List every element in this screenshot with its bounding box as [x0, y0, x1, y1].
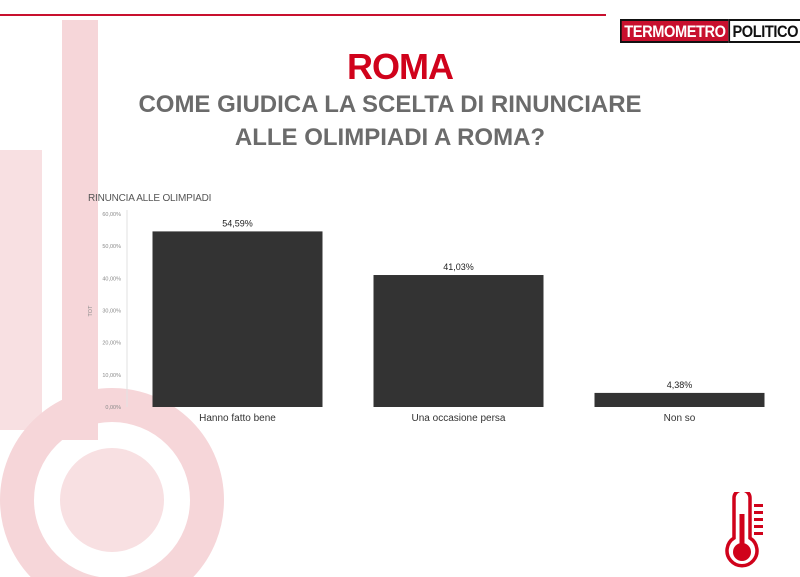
- logo-part1: TERMOMETRO: [620, 19, 729, 43]
- bar-value-label: 41,03%: [443, 262, 474, 272]
- x-category-label: Una occasione persa: [412, 413, 506, 424]
- logo-part2: POLITICO: [728, 19, 800, 43]
- bar-value-label: 4,38%: [667, 380, 693, 390]
- bar-value-label: 54,59%: [222, 218, 253, 228]
- y-tick-label: 10,00%: [102, 373, 121, 379]
- top-rule: [0, 14, 606, 16]
- bar: [373, 275, 544, 407]
- y-axis-label: TOT: [88, 305, 94, 317]
- x-category-label: Hanno fatto bene: [199, 413, 276, 424]
- thermometer-icon: [725, 492, 763, 568]
- y-tick-label: 20,00%: [102, 341, 121, 347]
- y-tick-label: 50,00%: [102, 244, 121, 250]
- y-tick-label: 30,00%: [102, 309, 121, 315]
- city-title: ROMA: [347, 46, 454, 87]
- termometro-politico-logo: TERMOMETRO POLITICO: [620, 19, 800, 43]
- question-line-1: COME GIUDICA LA SCELTA DI RINUNCIARE: [138, 91, 642, 118]
- chart-title: RINUNCIA ALLE OLIMPIADI: [88, 193, 212, 204]
- question-line-2: ALLE OLIMPIADI A ROMA?: [234, 124, 546, 151]
- bar: [152, 231, 323, 407]
- x-category-label: Non so: [664, 413, 696, 424]
- y-tick-label: 60,00%: [102, 212, 121, 218]
- y-tick-label: 0,00%: [105, 405, 121, 411]
- y-tick-label: 40,00%: [102, 276, 121, 282]
- bar: [594, 392, 765, 407]
